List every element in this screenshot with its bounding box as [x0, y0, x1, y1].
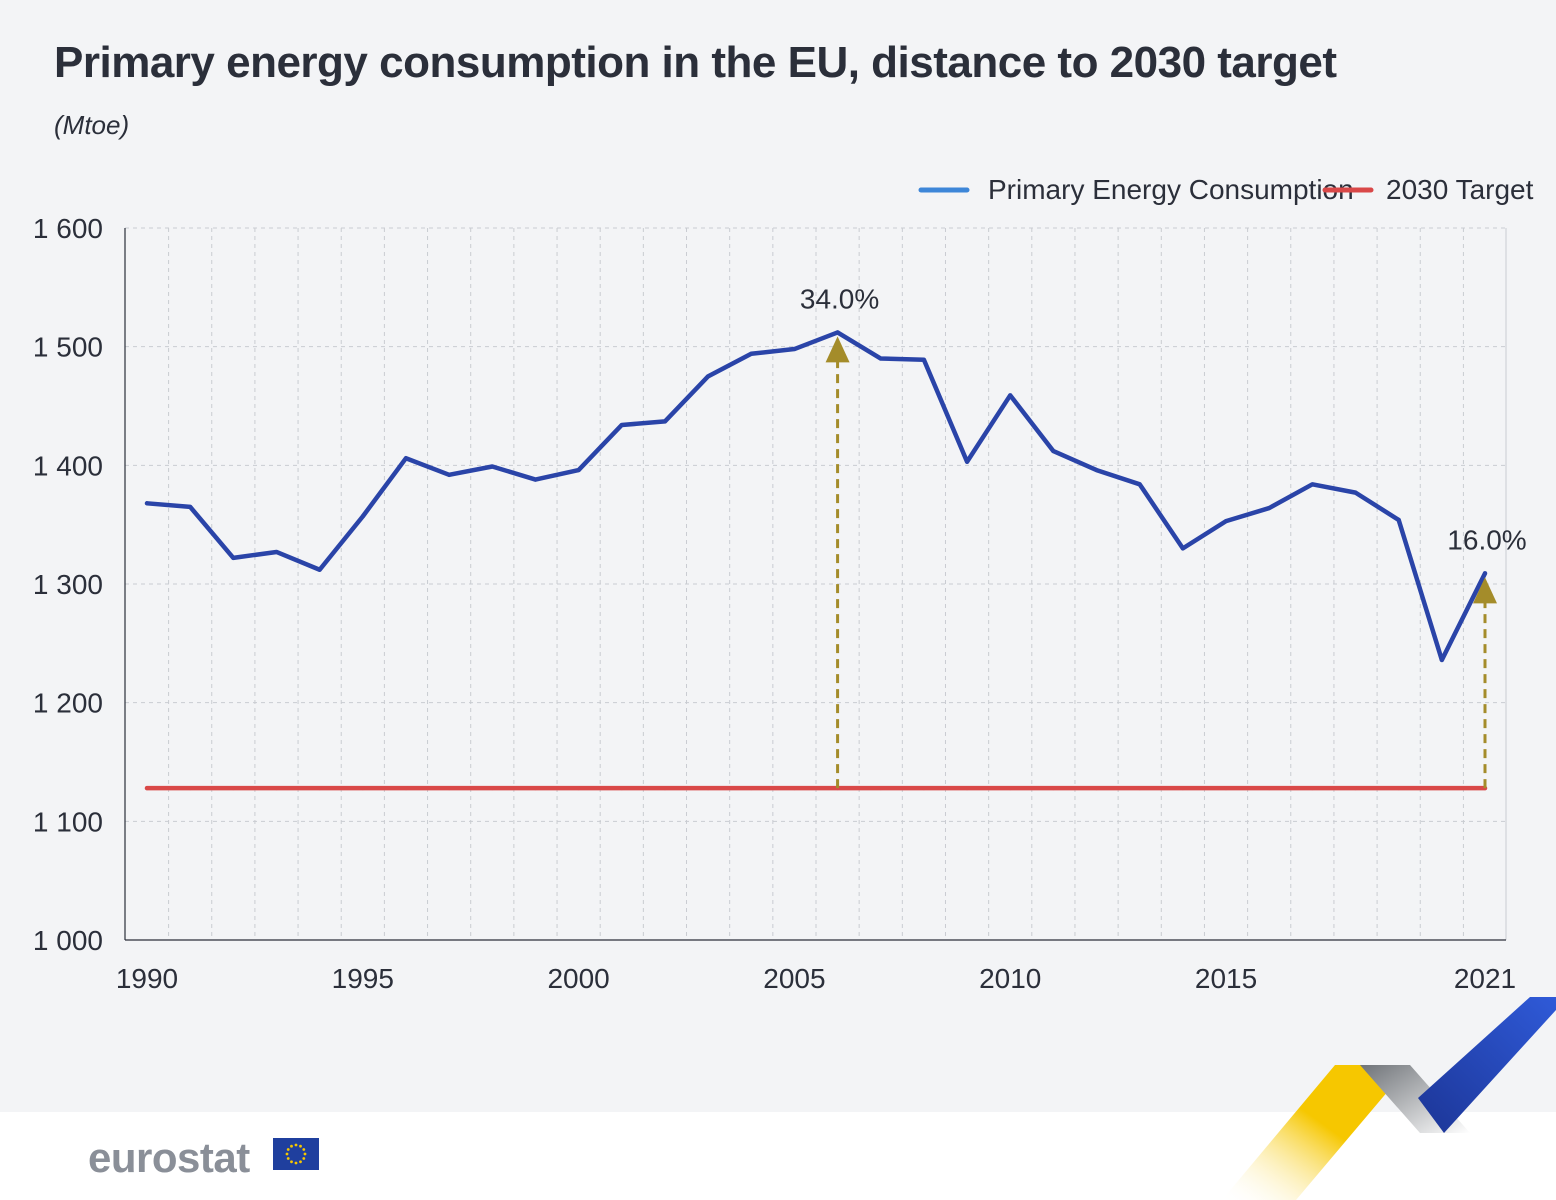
data-point-primary [403, 456, 408, 461]
data-point-target [231, 786, 236, 791]
data-point-target [447, 786, 452, 791]
x-tick-label: 2015 [1195, 963, 1257, 994]
data-point-target [403, 786, 408, 791]
data-point-target [1353, 786, 1358, 791]
data-point-target [792, 786, 797, 791]
data-point-primary [1180, 546, 1185, 551]
data-point-primary [662, 419, 667, 424]
data-point-target [1137, 786, 1142, 791]
data-point-primary [1051, 449, 1056, 454]
x-tick-label: 2000 [547, 963, 609, 994]
data-point-target [1180, 786, 1185, 791]
data-point-primary [317, 567, 322, 572]
data-point-target [1267, 786, 1272, 791]
annotation-label: 34.0% [800, 283, 879, 314]
x-tick-label: 1995 [332, 963, 394, 994]
y-tick-label: 1 200 [33, 688, 103, 719]
data-point-primary [231, 555, 236, 560]
data-point-target [706, 786, 711, 791]
annotation-arrow-head [825, 336, 850, 363]
data-point-target [533, 786, 538, 791]
data-point-primary [749, 351, 754, 356]
data-point-primary [706, 374, 711, 379]
data-point-primary [490, 464, 495, 469]
data-point-primary [360, 514, 365, 519]
data-point-primary [188, 504, 193, 509]
chart-unit: (Mtoe) [54, 110, 130, 140]
data-point-target [619, 786, 624, 791]
data-point-primary [619, 422, 624, 427]
legend-label: Primary Energy Consumption [988, 174, 1354, 205]
data-point-primary [1483, 571, 1487, 576]
y-tick-label: 1 600 [33, 213, 103, 244]
data-point-primary [1137, 482, 1142, 487]
data-point-primary [274, 549, 279, 554]
data-point-primary [878, 356, 883, 361]
data-point-target [145, 786, 149, 791]
data-point-target [1310, 786, 1315, 791]
data-point-target [490, 786, 495, 791]
data-point-primary [1353, 490, 1358, 495]
y-tick-label: 1 300 [33, 569, 103, 600]
data-point-primary [145, 501, 149, 506]
data-point-primary [1224, 519, 1229, 524]
data-point-target [878, 786, 883, 791]
line-chart: 1 000 1 100 1 200 1 300 1 400 1 500 1 600 1990 1… [33, 174, 1534, 994]
data-point-primary [835, 330, 840, 335]
data-point-target [188, 786, 193, 791]
data-point-primary [921, 357, 926, 362]
data-point-primary [792, 347, 797, 352]
annotation-label: 16.0% [1447, 524, 1526, 555]
data-point-target [1439, 786, 1444, 791]
data-point-target [274, 786, 279, 791]
data-point-primary [965, 459, 970, 464]
y-tick-label: 1 500 [33, 332, 103, 363]
annotation-arrow-head [1473, 577, 1497, 604]
chart-title: Primary energy consumption in the EU, di… [54, 38, 1337, 87]
data-point-target [1094, 786, 1099, 791]
y-tick-label: 1 400 [33, 450, 103, 481]
data-point-primary [1439, 657, 1444, 662]
data-point-primary [533, 477, 538, 482]
data-point-target [1396, 786, 1401, 791]
x-tick-label: 2005 [763, 963, 825, 994]
y-tick-label: 1 100 [33, 806, 103, 837]
data-point-target [1224, 786, 1229, 791]
data-point-target [1051, 786, 1056, 791]
data-point-primary [1267, 506, 1272, 511]
data-point-primary [1396, 517, 1401, 522]
data-point-primary [447, 472, 452, 477]
data-point-target [360, 786, 365, 791]
eurostat-logo: eurostat [88, 1134, 250, 1181]
eu-flag-icon [273, 1138, 319, 1170]
x-tick-label: 2021 [1454, 963, 1516, 994]
data-point-primary [1310, 482, 1315, 487]
data-point-target [662, 786, 667, 791]
data-point-primary [576, 468, 581, 473]
data-point-target [317, 786, 322, 791]
data-point-primary [1008, 393, 1013, 398]
series-line-primary-energy [144, 330, 1488, 663]
data-point-target [1008, 786, 1013, 791]
data-point-target [921, 786, 926, 791]
x-tick-label: 1990 [116, 963, 178, 994]
data-point-target [749, 786, 754, 791]
data-point-primary [1094, 468, 1099, 473]
x-tick-label: 2010 [979, 963, 1041, 994]
data-point-target [965, 786, 970, 791]
y-tick-label: 1 000 [33, 925, 103, 956]
legend-label: 2030 Target [1386, 174, 1534, 205]
data-point-target [576, 786, 581, 791]
